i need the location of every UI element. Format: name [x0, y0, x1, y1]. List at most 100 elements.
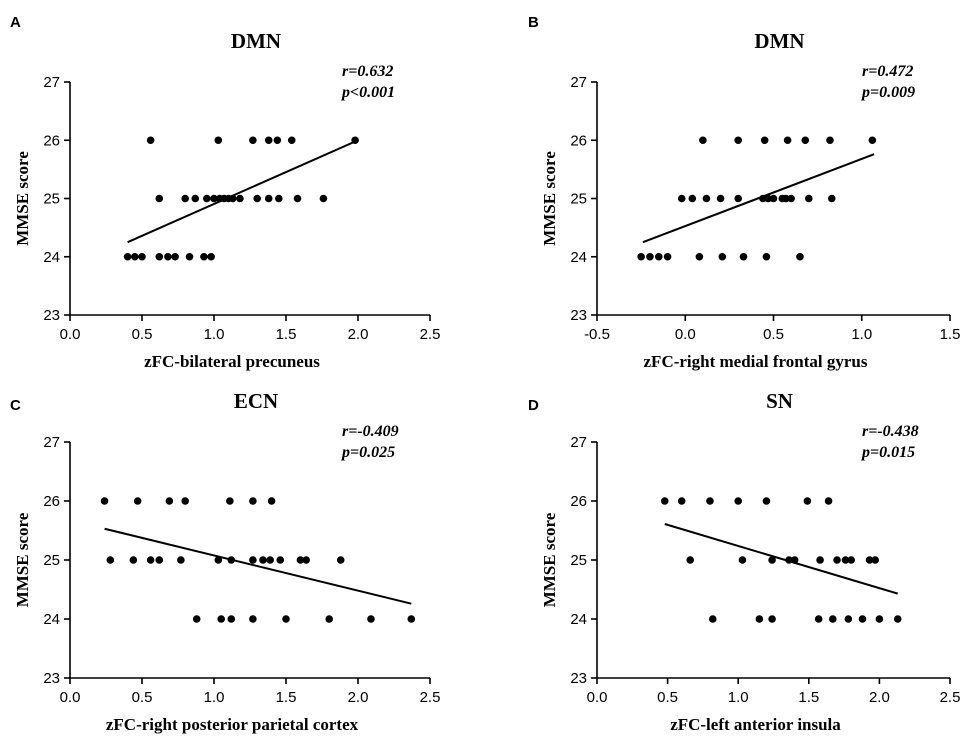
data-point	[191, 194, 200, 203]
data-point	[228, 194, 237, 203]
data-point	[100, 497, 109, 505]
data-point	[699, 136, 707, 145]
x-tick-label: 1.5	[276, 689, 297, 706]
y-tick-label: 25	[570, 191, 587, 208]
data-point	[805, 194, 813, 203]
data-point	[249, 497, 257, 505]
data-point	[646, 252, 654, 261]
data-point	[702, 194, 711, 203]
y-tick-label: 23	[43, 307, 60, 324]
data-point	[296, 556, 305, 564]
data-point	[759, 194, 767, 203]
data-point	[273, 136, 282, 145]
data-point	[177, 556, 185, 564]
data-point	[768, 556, 776, 564]
y-tick-label: 24	[570, 611, 587, 628]
x-tick-label: 2.0	[348, 326, 369, 343]
x-tick-label: 2.0	[348, 689, 369, 706]
x-tick-label: 0.0	[587, 689, 608, 706]
y-tick-label: 24	[43, 611, 60, 628]
y-tick-label: 23	[570, 670, 587, 687]
data-point	[739, 252, 748, 261]
panel-letter: D	[528, 397, 539, 414]
x-axis-label: zFC-left anterior insula	[670, 715, 841, 734]
x-tick-label: -0.5	[584, 326, 610, 343]
data-point	[829, 615, 837, 623]
x-tick-label: 1.0	[204, 689, 225, 706]
data-point	[718, 252, 727, 261]
y-tick-label: 27	[570, 74, 587, 91]
y-tick-label: 27	[570, 434, 587, 451]
data-point	[227, 615, 236, 623]
chart-title: DMN	[754, 29, 804, 53]
y-tick-label: 25	[570, 552, 587, 569]
y-axis-label: MMSE score	[540, 151, 559, 246]
x-tick-label: 0.0	[675, 326, 696, 343]
data-point	[181, 194, 189, 203]
chart-title: ECN	[234, 389, 278, 413]
x-tick-label: 2.5	[420, 689, 441, 706]
data-point	[865, 556, 874, 564]
y-tick-label: 27	[43, 434, 60, 451]
data-point	[200, 252, 208, 261]
y-tick-label: 23	[43, 670, 60, 687]
x-axis-label: zFC-right posterior parietal cortex	[106, 715, 359, 734]
data-point	[165, 497, 174, 505]
panel-d: D SN 0.0 0.5 1.0 1.5 2.0 2.5 23 24 25 26 27 MMSE scor…	[528, 389, 960, 734]
data-point	[106, 556, 115, 564]
data-point	[325, 615, 334, 623]
data-point	[181, 497, 189, 505]
regression-line	[642, 153, 875, 244]
data-point	[783, 136, 792, 145]
data-point	[138, 252, 146, 261]
panel-c: C ECN 0.0 0.5 1.0 1.5 2.0 2.5 23 24 25 26 27 MMSE sco…	[10, 389, 440, 734]
data-point	[858, 615, 867, 623]
data-point	[738, 556, 747, 564]
data-point	[264, 136, 273, 145]
data-point	[155, 556, 164, 564]
y-tick-label: 26	[43, 132, 60, 149]
data-point	[236, 194, 244, 203]
stat-annotation: r=0.632	[342, 63, 393, 80]
data-point	[660, 497, 669, 505]
data-point	[336, 556, 345, 564]
data-point	[214, 136, 223, 145]
data-point	[155, 194, 164, 203]
data-point	[131, 252, 139, 261]
x-tick-label: 2.5	[420, 326, 441, 343]
y-tick-label: 25	[43, 552, 60, 569]
data-point	[762, 497, 771, 505]
regression-line	[664, 523, 899, 595]
data-point	[868, 136, 877, 145]
panel-letter: B	[528, 14, 539, 31]
data-point	[826, 136, 834, 145]
data-point	[203, 194, 211, 203]
data-point	[146, 136, 155, 145]
stat-annotation: p=0.009	[860, 84, 915, 101]
x-tick-label: 2.0	[869, 689, 890, 706]
data-point	[253, 194, 261, 203]
data-point	[192, 615, 201, 623]
data-point	[762, 252, 771, 261]
data-point	[302, 556, 310, 564]
data-point	[847, 556, 855, 564]
data-point	[259, 556, 267, 564]
data-point	[764, 194, 773, 203]
data-point	[171, 252, 179, 261]
panel-b: B DMN -0.5 0.0 0.5 1.0 1.5 23 24 25 26 27 MMSE score…	[528, 14, 960, 371]
x-tick-label: 1.0	[204, 326, 225, 343]
data-point	[787, 194, 795, 203]
x-tick-label: 0.5	[763, 326, 784, 343]
data-point	[217, 615, 225, 623]
panel-a: A DMN 0.0 0.5 1.0 1.5 2.0 2.5 23 24 25 26 27 MMSE sco…	[10, 14, 440, 371]
data-point	[827, 194, 836, 203]
data-point	[210, 194, 218, 203]
data-point	[351, 136, 359, 145]
data-point	[769, 194, 778, 203]
regression-line	[104, 527, 412, 605]
data-point	[266, 556, 274, 564]
x-tick-label: 0.0	[60, 689, 81, 706]
data-point	[796, 252, 804, 261]
data-point	[871, 556, 879, 564]
